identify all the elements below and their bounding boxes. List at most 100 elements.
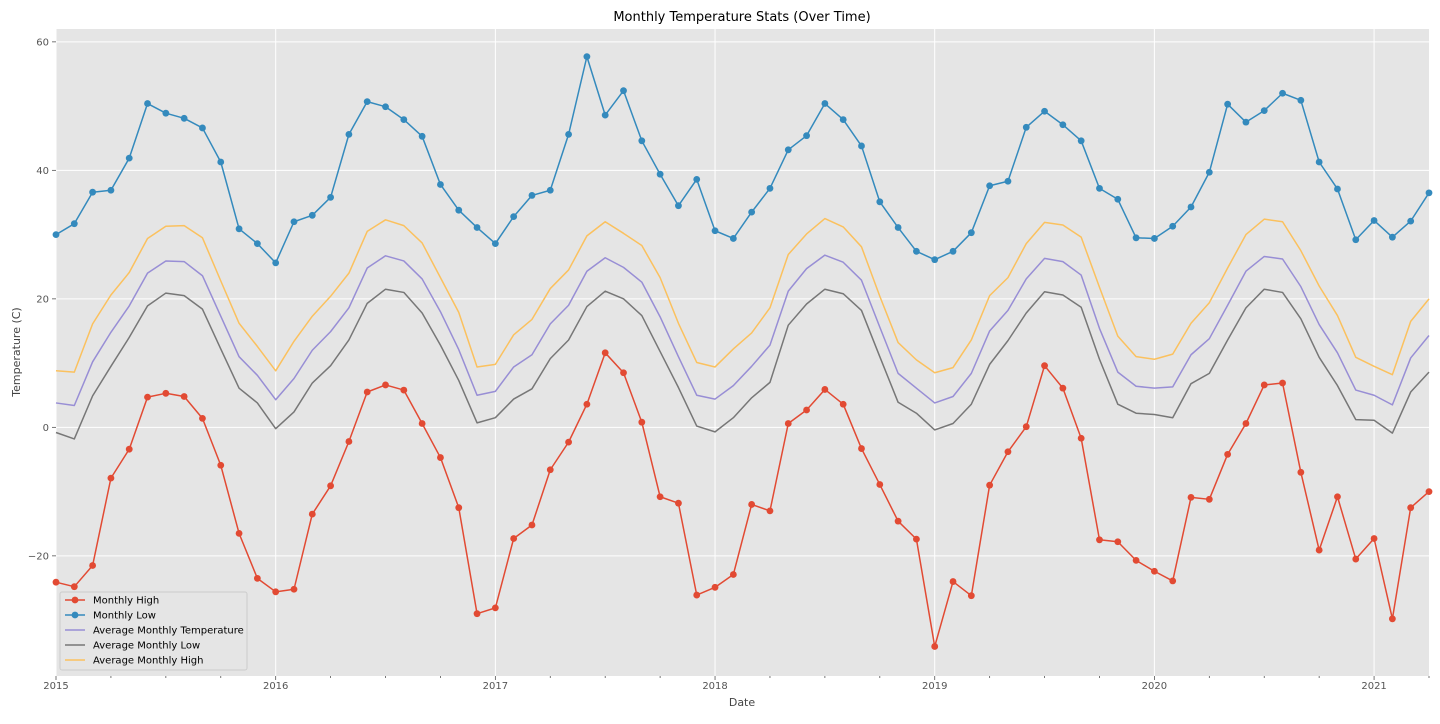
data-point (1059, 384, 1067, 392)
data-point (1205, 495, 1213, 503)
data-point (400, 386, 408, 394)
series-average-monthly-high (55, 217, 1430, 376)
data-point (70, 220, 78, 228)
series-lines (52, 53, 1433, 650)
data-point (1187, 493, 1195, 501)
data-point (565, 438, 572, 446)
y-tick-label: −20 (28, 551, 49, 562)
data-point (144, 393, 151, 401)
x-tick-label: 2016 (263, 681, 288, 692)
data-point (913, 535, 920, 543)
series-monthly-low (52, 53, 1433, 267)
legend-swatch-marker (71, 611, 79, 619)
data-point (1077, 434, 1085, 442)
data-point (949, 247, 957, 255)
legend-label: Average Monthly Low (93, 641, 200, 652)
data-point (1096, 184, 1103, 192)
data-point (510, 213, 518, 221)
data-point (107, 474, 115, 482)
series-line (55, 55, 1430, 264)
data-point (931, 256, 939, 264)
data-point (1132, 234, 1140, 242)
data-point (400, 116, 408, 123)
data-point (437, 181, 444, 188)
data-point (858, 142, 865, 150)
data-point (693, 175, 701, 183)
data-point (1004, 177, 1012, 185)
data-point (876, 198, 884, 206)
data-point (125, 445, 133, 453)
data-point (1388, 615, 1396, 623)
data-point (894, 517, 902, 525)
series-line (55, 254, 1430, 407)
data-point (821, 386, 829, 393)
data-point (290, 585, 298, 593)
data-point (784, 420, 792, 427)
data-point (1242, 420, 1250, 427)
legend-entry: Average Monthly Low (65, 641, 200, 652)
data-point (308, 211, 316, 219)
data-point (729, 235, 737, 242)
series-average-monthly-temperature (55, 254, 1430, 407)
data-point (418, 132, 426, 140)
data-point (1022, 123, 1030, 131)
data-point (125, 154, 133, 162)
data-point (235, 225, 243, 233)
data-point (363, 388, 371, 396)
data-point (1370, 535, 1378, 542)
data-point (491, 240, 499, 248)
series-monthly-high (52, 349, 1433, 650)
data-point (565, 130, 572, 138)
data-point (107, 186, 115, 194)
data-point (1279, 379, 1286, 387)
data-point (839, 116, 847, 123)
data-point (546, 466, 554, 474)
data-point (455, 206, 463, 214)
data-point (345, 438, 353, 445)
data-point (491, 604, 499, 612)
data-point (1297, 468, 1305, 476)
data-point (89, 562, 97, 569)
plot-background (56, 29, 1429, 676)
data-point (382, 103, 389, 111)
data-point (766, 507, 774, 515)
data-point (1041, 362, 1048, 370)
data-point (913, 247, 920, 255)
data-point (235, 529, 243, 537)
data-point (1059, 121, 1067, 129)
y-axis-label: Temperature (C) (10, 307, 23, 397)
data-point (382, 381, 389, 389)
data-point (1187, 203, 1195, 211)
data-point (1004, 448, 1012, 456)
data-point (656, 170, 664, 178)
data-point (1315, 158, 1323, 166)
data-point (217, 158, 225, 166)
data-point (967, 229, 975, 237)
legend: Monthly High Monthly Low Average Monthly T… (59, 591, 248, 671)
data-point (418, 420, 426, 427)
data-point (986, 481, 994, 489)
data-point (199, 124, 206, 132)
data-point (1407, 217, 1415, 225)
data-point (1041, 107, 1048, 115)
data-point (1096, 536, 1103, 544)
data-point (180, 114, 188, 122)
legend-entry: Monthly High (65, 596, 159, 607)
data-point (1425, 189, 1433, 197)
legend-entry: Monthly Low (65, 611, 156, 622)
data-point (52, 231, 60, 239)
data-point (345, 130, 353, 138)
data-point (858, 445, 865, 452)
data-point (546, 186, 554, 194)
data-point (675, 202, 682, 210)
data-point (455, 504, 463, 512)
data-point (620, 369, 627, 377)
series-line (55, 217, 1430, 376)
data-point (199, 414, 206, 422)
data-point (711, 583, 719, 591)
y-axis-ticks: −20 0 20 40 60 (28, 37, 56, 562)
data-point (437, 454, 444, 461)
data-point (272, 259, 280, 267)
